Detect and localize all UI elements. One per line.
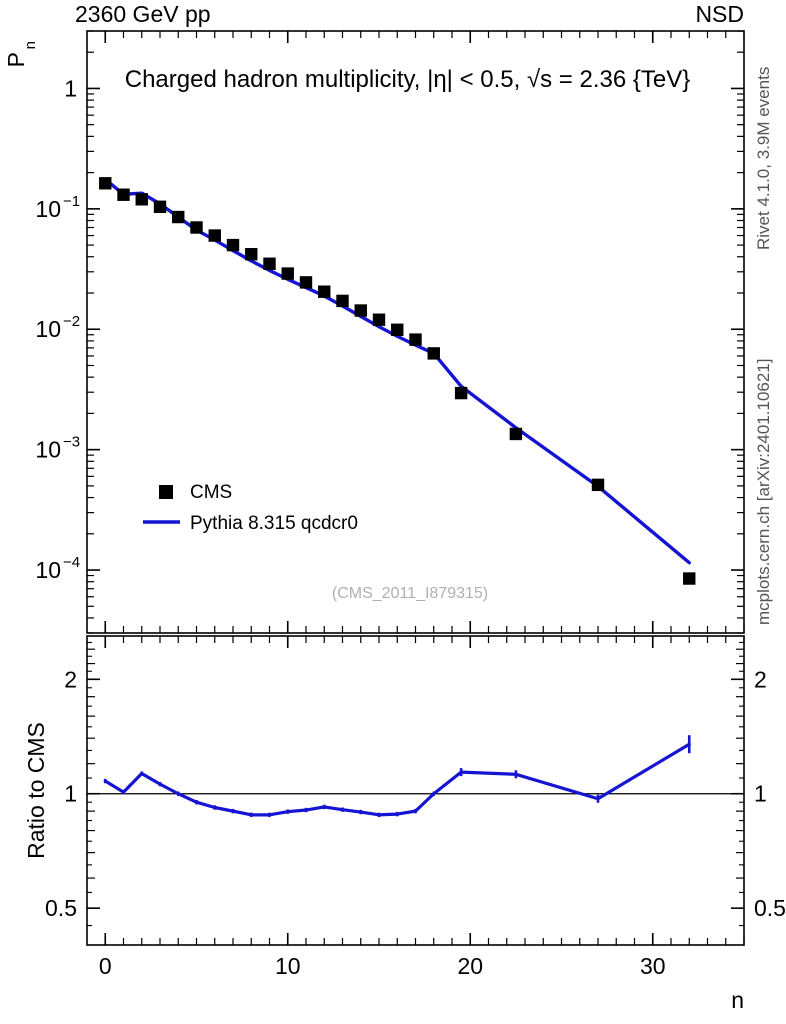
main-y-axis-title-subscript: n (22, 41, 39, 49)
data-point-marker (591, 478, 605, 492)
ratio-y-tick-label: 2 (64, 666, 77, 692)
data-point-marker (99, 177, 112, 190)
cms-data-points (99, 177, 696, 585)
y-tick-label: 10 −2 (35, 313, 80, 342)
y-tick-label-exponent: −1 (63, 193, 80, 210)
x-tick-label: 30 (640, 953, 666, 979)
legend-label-cms: CMS (190, 482, 232, 503)
data-point-marker (409, 333, 422, 346)
main-y-axis-title-text: P (3, 52, 29, 67)
y-tick-label-exponent: −3 (63, 434, 80, 451)
main-x-ticks (104, 31, 745, 633)
ratio-plot-frame (86, 635, 745, 946)
ratio-error-bars (103, 735, 691, 818)
y-tick-label-text: 10 (35, 316, 61, 342)
main-y-ticks: 110−110−210−310−4 (35, 30, 744, 634)
legend: CMS Pythia 8.315 qcdcr0 (143, 482, 358, 534)
y-tick-label-exponent: −2 (63, 313, 80, 330)
data-point-marker (117, 188, 130, 201)
data-point-marker (354, 304, 367, 317)
data-point-marker (135, 193, 148, 206)
data-point-marker (391, 323, 404, 336)
data-point-marker (245, 248, 258, 261)
main-y-axis-title: Pn (3, 41, 39, 67)
ratio-y-tick-label: 0.5 (754, 895, 786, 921)
data-point-marker (263, 257, 276, 270)
data-point-marker (190, 221, 203, 234)
data-point-marker (299, 276, 313, 289)
data-point-marker (226, 238, 240, 252)
ratio-curve (103, 742, 691, 817)
x-tick-label: 20 (457, 953, 483, 979)
y-tick-label-text: 10 (35, 557, 61, 583)
legend-label-pythia: Pythia 8.315 qcdcr0 (190, 513, 358, 534)
y-tick-label-text: 10 (35, 437, 61, 463)
legend-marker-cms (159, 485, 173, 499)
mcplots-source-label: mcplots.cern.ch [arXiv:2401.10621] (754, 359, 773, 625)
data-point-marker (372, 313, 386, 326)
ratio-y-tick-label: 2 (754, 666, 767, 692)
data-point-marker (427, 347, 440, 360)
ratio-y-ticks: 2 2 1 1 0.5 0.5 (45, 641, 786, 927)
ratio-y-tick-label: 0.5 (45, 895, 77, 921)
data-point-marker (172, 210, 185, 224)
analysis-watermark: (CMS_2011_I879315) (332, 585, 488, 602)
data-point-marker (454, 386, 468, 400)
ratio-y-tick-label: 1 (754, 781, 767, 807)
mc-curve-main (103, 177, 691, 565)
rivet-version-label: Rivet 4.1.0, 3.9M events (754, 67, 773, 250)
ratio-panel: 2 2 1 1 0.5 0.5 Ratio to CMS 0 10 20 30 n (23, 635, 786, 1013)
main-plot-title: Charged hadron multiplicity, |η| < 0.5, … (125, 66, 691, 93)
data-point-marker (281, 267, 294, 280)
data-point-marker (153, 200, 167, 213)
y-tick-label-text: 10 (35, 196, 61, 222)
y-tick-label: 10 −3 (35, 434, 80, 463)
x-tick-label: 0 (99, 953, 112, 979)
y-tick-label-exponent: −4 (63, 554, 80, 571)
data-point-marker (318, 285, 331, 298)
ratio-y-axis-title: Ratio to CMS (23, 722, 49, 859)
x-axis-title: n (731, 987, 744, 1013)
header-right-label: NSD (695, 1, 744, 27)
data-point-marker (509, 427, 523, 441)
data-point-marker (683, 572, 696, 585)
ratio-y-tick-label: 1 (64, 781, 77, 807)
x-tick-label: 10 (275, 953, 301, 979)
main-plot-frame (86, 30, 745, 634)
y-tick-label-text: 1 (64, 75, 77, 101)
data-point-marker (336, 294, 349, 308)
y-tick-label: 10 −1 (35, 193, 80, 222)
y-tick-label: 1 (64, 75, 77, 101)
ratio-x-ticks: 0 10 20 30 (99, 636, 745, 979)
header-left-label: 2360 GeV pp (75, 1, 211, 27)
data-point-marker (208, 229, 221, 242)
y-tick-label: 10 −4 (35, 554, 80, 583)
